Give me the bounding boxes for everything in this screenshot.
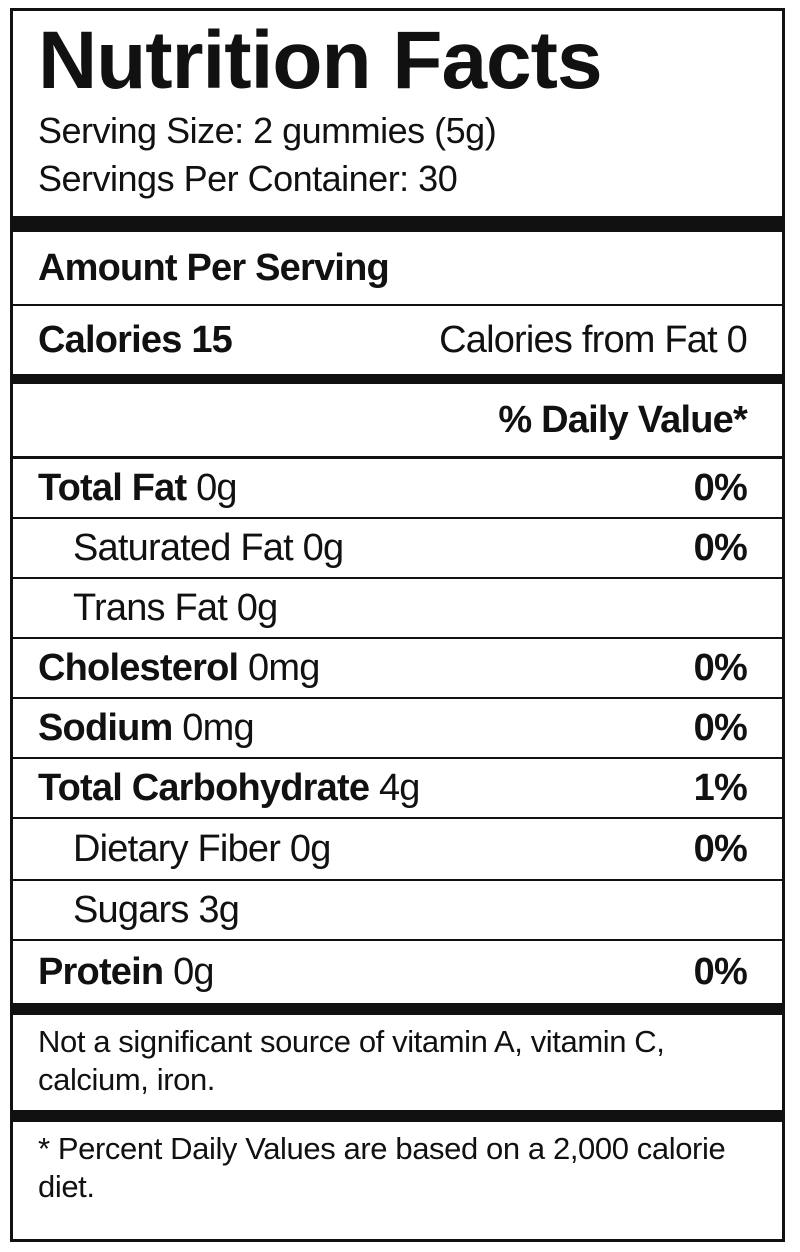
nutrient-amount: 0g bbox=[302, 526, 344, 569]
nutrient-row: Dietary Fiber 0g 0% bbox=[13, 819, 782, 881]
nutrient-dv: 1% bbox=[693, 766, 748, 809]
nutrient-amount: 0mg bbox=[182, 706, 254, 749]
nutrient-amount: 0g bbox=[196, 466, 237, 509]
dv-row: % Daily Value* bbox=[13, 384, 782, 459]
nutrient-name: Total Fat bbox=[38, 466, 187, 509]
nutrient-amount: 0g bbox=[236, 586, 278, 629]
nutrient-name: Trans Fat bbox=[73, 586, 228, 629]
nutrient-dv: 0% bbox=[693, 646, 748, 689]
nutrient-amount: 0g bbox=[289, 827, 331, 870]
nutrient-dv: 0% bbox=[693, 466, 748, 509]
nutrient-amount: 4g bbox=[378, 766, 420, 809]
nutrient-dv: 0% bbox=[693, 526, 748, 569]
nutrient-row: Trans Fat 0g bbox=[13, 579, 782, 639]
nutrient-row: Saturated Fat 0g 0% bbox=[13, 519, 782, 579]
nutrient-row: Sodium 0mg 0% bbox=[13, 699, 782, 759]
calories: Calories 15 bbox=[38, 318, 233, 361]
nutrient-row: Sugars 3g bbox=[13, 881, 782, 941]
serving-size: Serving Size: 2 gummies (5g) bbox=[38, 110, 497, 151]
calories-from-fat: Calories from Fat 0 bbox=[439, 318, 748, 361]
nutrient-name: Protein bbox=[38, 950, 164, 993]
nutrition-label: Nutrition Facts Serving Size: 2 gummies … bbox=[10, 8, 785, 1242]
header: Nutrition Facts Serving Size: 2 gummies … bbox=[13, 11, 782, 216]
nutrient-name: Sodium bbox=[38, 706, 173, 749]
divider bbox=[13, 1110, 782, 1122]
nutrient-name: Cholesterol bbox=[38, 646, 239, 689]
divider bbox=[13, 374, 782, 384]
amount-row: Amount Per Serving bbox=[13, 232, 782, 306]
note: Not a significant source of vitamin A, v… bbox=[38, 1024, 665, 1097]
nutrient-name: Total Carbohydrate bbox=[38, 766, 370, 809]
title: Nutrition Facts bbox=[38, 15, 603, 106]
nutrient-amount: 3g bbox=[198, 888, 240, 931]
divider bbox=[13, 1003, 782, 1015]
nutrient-amount: 0g bbox=[173, 950, 214, 993]
nutrient-dv: 0% bbox=[693, 827, 748, 870]
nutrient-name: Dietary Fiber bbox=[73, 827, 281, 870]
calories-row: Calories 15 Calories from Fat 0 bbox=[13, 306, 782, 374]
nutrient-row: Cholesterol 0mg 0% bbox=[13, 639, 782, 699]
nutrient-name: Sugars bbox=[73, 888, 189, 931]
footnote: * Percent Daily Values are based on a 2,… bbox=[38, 1131, 726, 1204]
daily-value-header: % Daily Value* bbox=[498, 398, 747, 441]
servings-per-container: Servings Per Container: 30 bbox=[38, 158, 458, 199]
nutrient-amount: 0mg bbox=[248, 646, 320, 689]
divider bbox=[13, 216, 782, 232]
amount-per-serving: Amount Per Serving bbox=[38, 246, 390, 289]
nutrient-row: Total Carbohydrate 4g 1% bbox=[13, 759, 782, 819]
nutrient-dv: 0% bbox=[693, 706, 748, 749]
nutrient-dv: 0% bbox=[693, 950, 748, 993]
nutrient-row: Protein 0g 0% bbox=[13, 941, 782, 1003]
nutrient-row: Total Fat 0g 0% bbox=[13, 459, 782, 519]
nutrient-name: Saturated Fat bbox=[73, 526, 294, 569]
